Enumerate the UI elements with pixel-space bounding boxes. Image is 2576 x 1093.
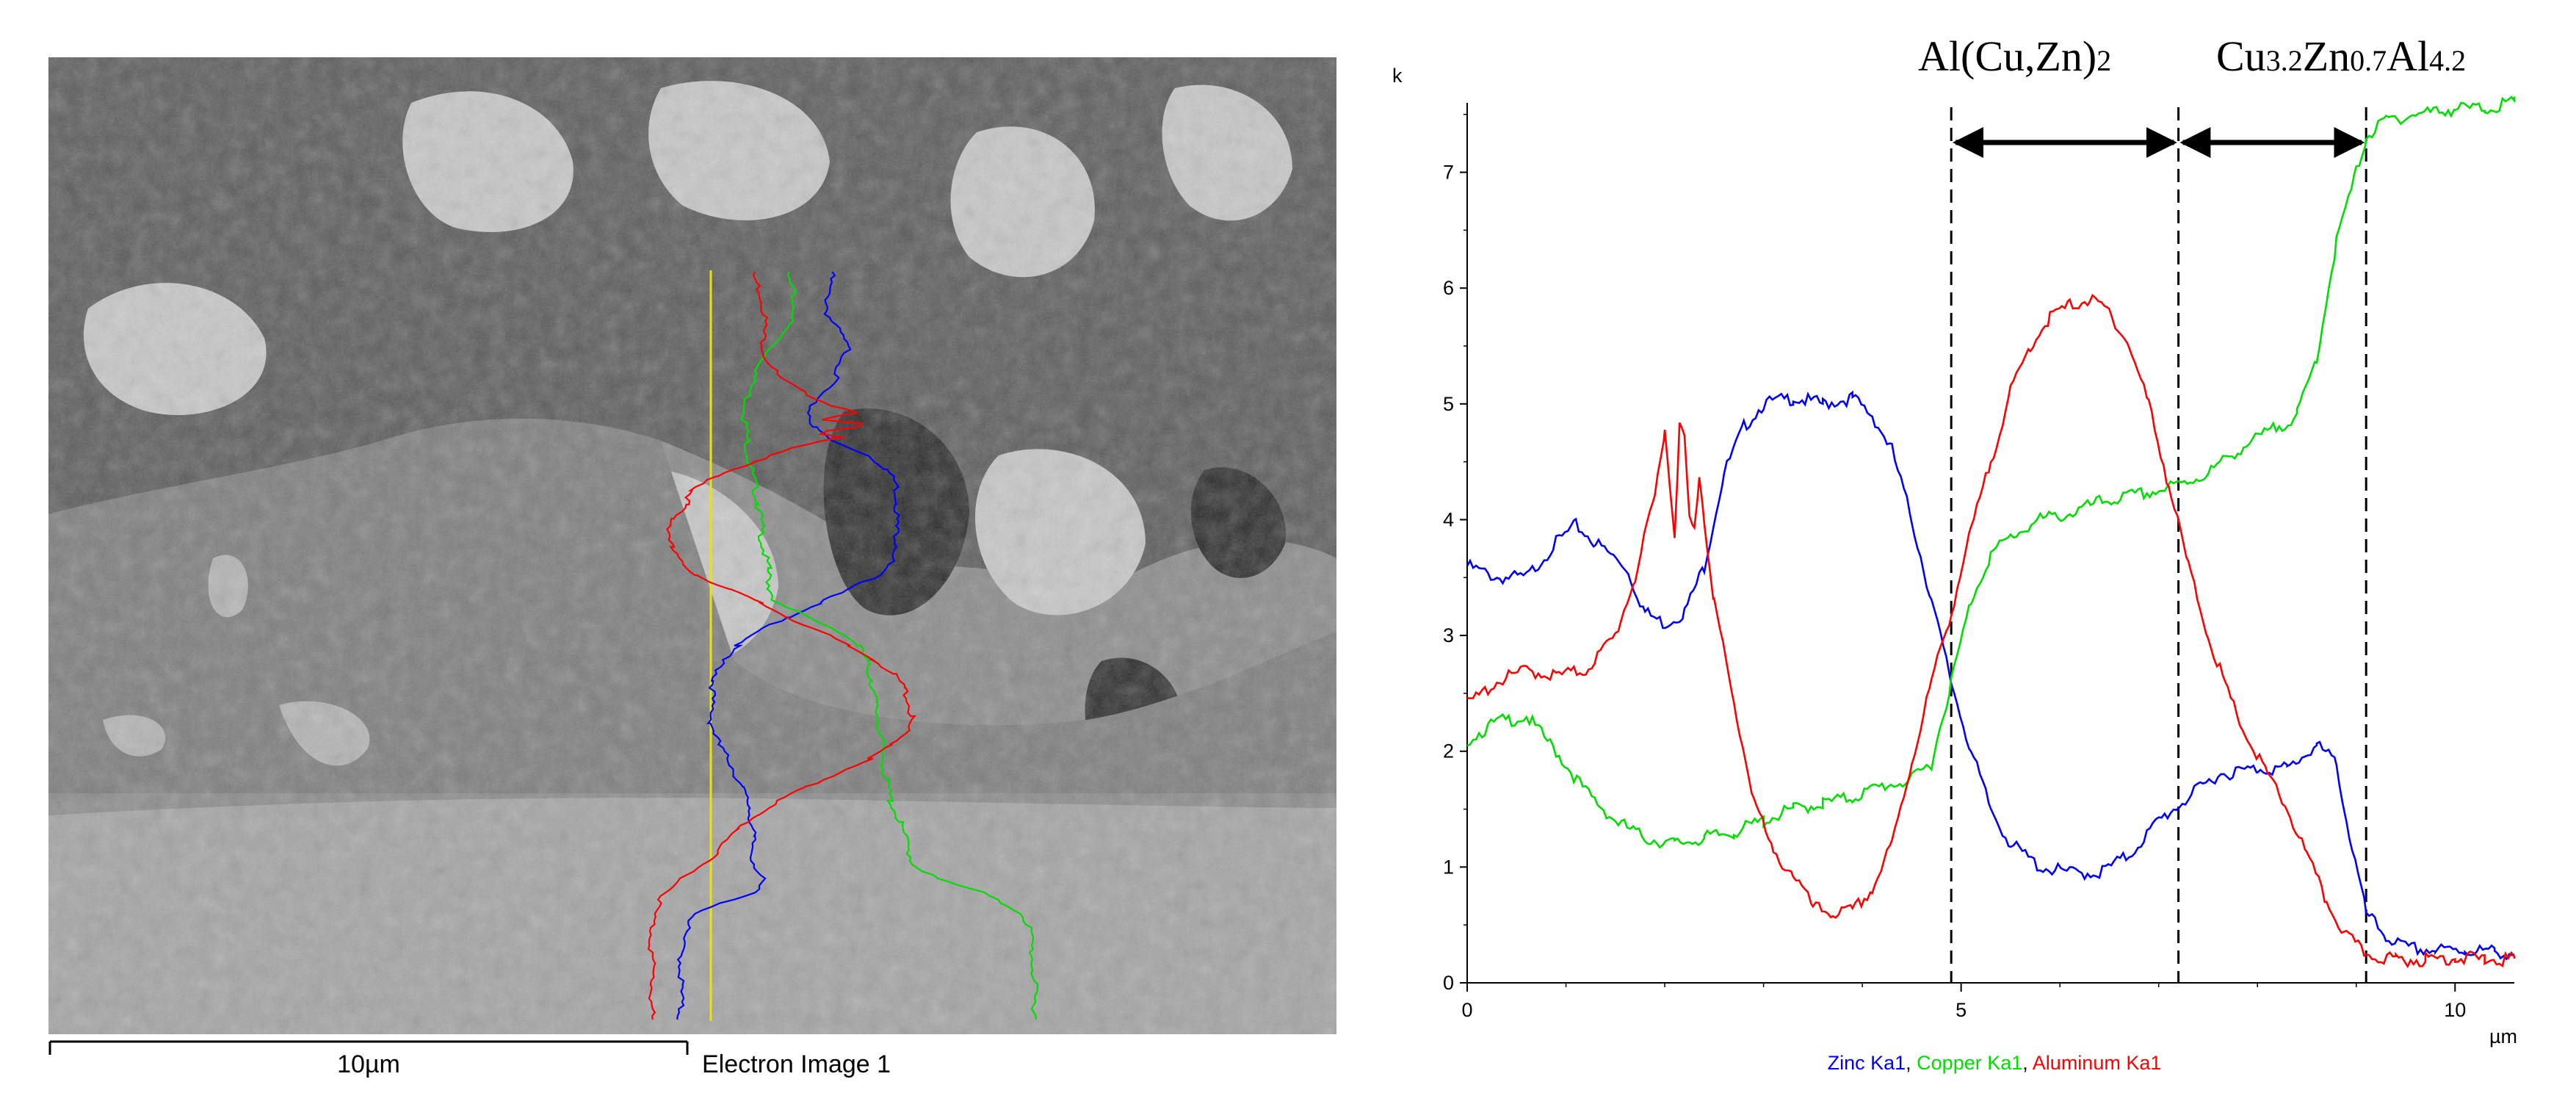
series-lines [1466,95,2516,969]
scale-bar-label: 10µm [337,1050,400,1078]
x-axis-ticks: 0 5 10 [1461,983,2466,1021]
phase-label-cu-zn-al-part-5: 4.2 [2429,44,2466,77]
legend-entry-2: Aluminum Ka1 [2033,1052,2162,1074]
legend-separator: , [1906,1052,1917,1074]
x-axis-unit: µm [2489,1025,2517,1047]
phase-label-cu-zn-al-part-4: Al [2387,32,2429,80]
phase-label-cu-zn-al-part-1: 3.2 [2266,44,2303,77]
phase-label-cu-zn-al-part-2: Zn [2303,32,2350,80]
legend-entry-1: Copper Ka1 [1917,1052,2022,1074]
y-axis-unit: k [1392,65,1403,87]
phase-label-cu-zn-al: Cu3.2Zn0.7Al4.2 [2216,32,2466,80]
phase-label-al-cu-zn-base: Al(Cu,Zn) [1918,32,2096,80]
sem-micrograph [48,57,1336,1034]
y-axis-ticks: 0 1 2 3 4 5 6 7 [1443,114,1467,994]
series-line-aluminum-ka1 [1466,293,2516,969]
y-tick-label-2: 2 [1443,740,1454,762]
y-tick-label-1: 1 [1443,856,1454,878]
sem-profile-aluminum-ka1 [647,271,917,1020]
x-tick-label-0: 0 [1461,999,1472,1021]
series-line-zinc-ka1 [1466,390,2515,961]
y-tick-label-0: 0 [1443,972,1454,994]
legend: Zinc Ka1, Copper Ka1, Aluminum Ka1 [1828,1052,2162,1074]
sem-profile-zinc-ka1 [676,271,900,1020]
y-tick-label-7: 7 [1443,162,1454,184]
x-tick-label-5: 5 [1955,999,1967,1021]
phase-label-al-cu-zn-subscript: 2 [2096,44,2111,77]
y-tick-label-4: 4 [1443,508,1454,530]
y-tick-label-6: 6 [1443,277,1454,299]
x-tick-label-10: 10 [2444,999,2466,1021]
y-tick-label-3: 3 [1443,624,1454,646]
y-tick-label-5: 5 [1443,393,1454,415]
sem-profile-copper-ka1 [740,271,1039,1020]
series-line-copper-ka1 [1466,95,2516,849]
scale-bar: 10µm [48,1040,689,1078]
sem-fine-texture [48,57,1336,1034]
sem-line-profiles [647,271,1039,1020]
image-caption: Electron Image 1 [702,1050,891,1078]
phase-label-cu-zn-al-part-0: Cu [2216,32,2266,80]
phase-label-cu-zn-al-part-3: 0.7 [2350,44,2387,77]
legend-separator: , [2022,1052,2033,1074]
phase-boundaries [1950,107,2367,983]
legend-entry-0: Zinc Ka1 [1828,1052,1906,1074]
phase-label-al-cu-zn: Al(Cu,Zn)2 [1918,32,2111,80]
